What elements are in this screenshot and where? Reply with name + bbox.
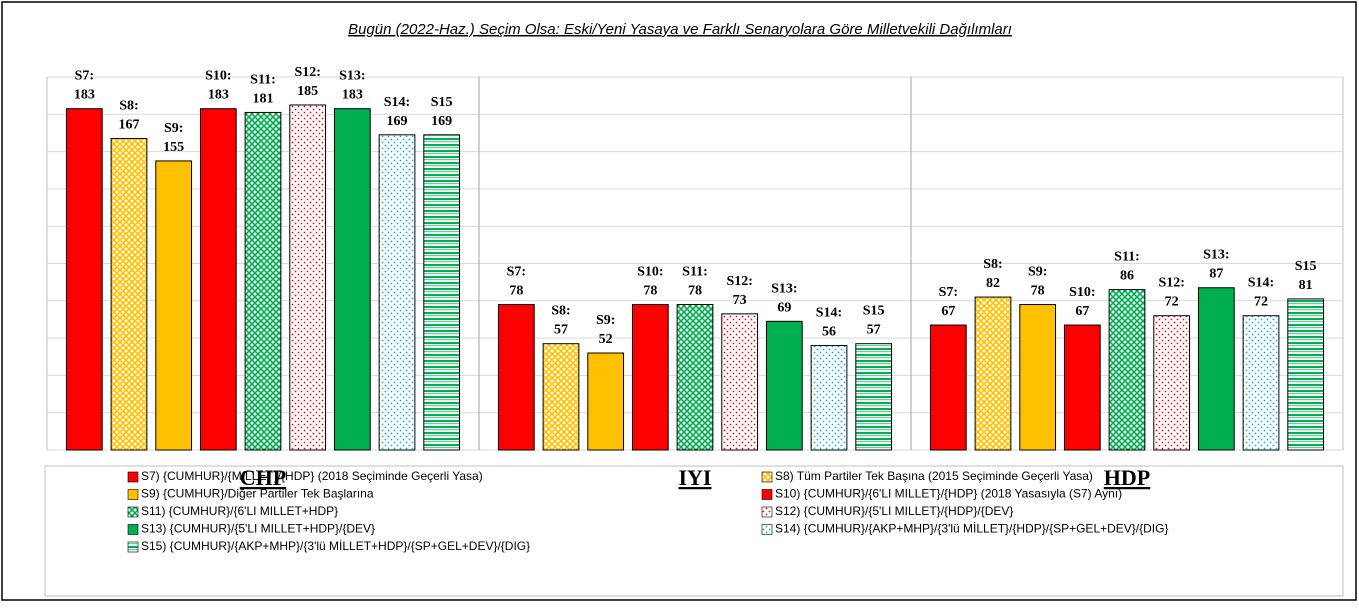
- data-label: S9: 78: [1028, 265, 1047, 299]
- data-label: S15 169: [431, 95, 453, 129]
- data-label: S14: 169: [384, 95, 410, 129]
- legend-label: S8) Tüm Partiler Tek Başına (2015 Seçimi…: [775, 469, 1093, 483]
- data-label: S7: 67: [939, 285, 958, 319]
- bar: [378, 134, 416, 451]
- legend-label: S14) {CUMHUR}/{AKP+MHP}/{3'lü MİLLET}/{H…: [775, 522, 1169, 536]
- legend-swatch: [761, 506, 773, 518]
- bar: [244, 111, 282, 451]
- bar: [974, 296, 1012, 451]
- legend-label: S9) {CUMHUR}/Diğer Partiler Tek Başların…: [141, 487, 374, 501]
- bar: [289, 104, 327, 451]
- legend-swatch: [761, 524, 773, 535]
- legend-label: S13) {CUMHUR}/{5'LI MILLET+HDP}/{DEV}: [141, 522, 375, 536]
- data-label: S10: 67: [1069, 285, 1095, 319]
- bar: [110, 138, 148, 451]
- bar: [199, 108, 237, 451]
- legend-swatch: [127, 524, 139, 535]
- bar: [1153, 315, 1191, 451]
- legend-label: S10) {CUMHUR}/{6'LI MILLET}/{HDP} (2018 …: [775, 487, 1122, 501]
- bar: [631, 304, 669, 451]
- bar: [929, 324, 967, 451]
- bar: [1242, 315, 1280, 451]
- data-label: S13: 183: [339, 69, 365, 103]
- data-label: S12: 72: [1158, 276, 1184, 310]
- data-label: S9: 52: [596, 313, 615, 347]
- data-label: S10: 183: [205, 69, 231, 103]
- chart-title: Bugün (2022-Haz.) Seçim Olsa: Eski/Yeni …: [348, 21, 1012, 38]
- bar: [810, 345, 848, 451]
- x-tick-label: HDP: [1104, 465, 1150, 490]
- data-label: S14: 56: [816, 306, 842, 340]
- bar: [855, 343, 893, 451]
- legend-swatch: [761, 471, 773, 483]
- data-label: S11: 78: [682, 265, 708, 299]
- data-label: S14: 72: [1248, 276, 1274, 310]
- bar: [1019, 304, 1057, 451]
- bar: [1063, 324, 1101, 451]
- data-label: S11: 86: [1114, 250, 1140, 284]
- bar: [333, 108, 371, 451]
- data-label: S13: 69: [771, 282, 797, 316]
- legend-label: S7) {CUMHUR}/{MILLET}/{HDP} (2018 Seçimi…: [141, 469, 483, 483]
- bar: [721, 313, 759, 451]
- bar: [765, 320, 803, 451]
- bar: [65, 108, 103, 451]
- bar: [423, 134, 461, 451]
- x-tick-label: CHP: [240, 465, 286, 490]
- legend-label: S11) {CUMHUR}/{6'LI MILLET+HDP}: [141, 504, 338, 518]
- legend-swatch: [127, 489, 139, 500]
- bar: [1287, 298, 1325, 451]
- data-label: S12: 185: [294, 65, 320, 99]
- data-label: S8: 57: [551, 304, 570, 338]
- bar: [155, 160, 193, 451]
- bar: [587, 352, 625, 451]
- data-label: S15 81: [1295, 259, 1317, 293]
- data-label: S12: 73: [726, 274, 752, 308]
- bar: [1108, 289, 1146, 451]
- legend-swatch: [127, 541, 139, 553]
- data-label: S7: 78: [507, 265, 526, 299]
- data-label: S8: 167: [119, 99, 140, 133]
- legend-swatch: [127, 471, 139, 483]
- bar: [542, 343, 580, 451]
- legend-label: S12) {CUMHUR}/{5'LI MILLET}/{HDP}/{DEV}: [775, 504, 1013, 518]
- data-label: S7: 183: [74, 69, 95, 103]
- data-label: S15 57: [863, 304, 885, 338]
- data-label: S11: 181: [250, 73, 276, 107]
- legend-label: S15) {CUMHUR}/{AKP+MHP}/{3'lü MİLLET+HDP…: [141, 539, 530, 553]
- bar: [676, 304, 714, 451]
- bar: [1197, 287, 1235, 451]
- x-tick-label: IYI: [678, 465, 711, 490]
- data-label: S8: 82: [983, 257, 1002, 291]
- legend: [44, 465, 1344, 597]
- data-label: S10: 78: [637, 265, 663, 299]
- data-label: S13: 87: [1203, 248, 1229, 282]
- legend-swatch: [761, 489, 773, 500]
- data-label: S9: 155: [163, 121, 184, 155]
- bar: [497, 304, 535, 451]
- legend-swatch: [127, 506, 139, 518]
